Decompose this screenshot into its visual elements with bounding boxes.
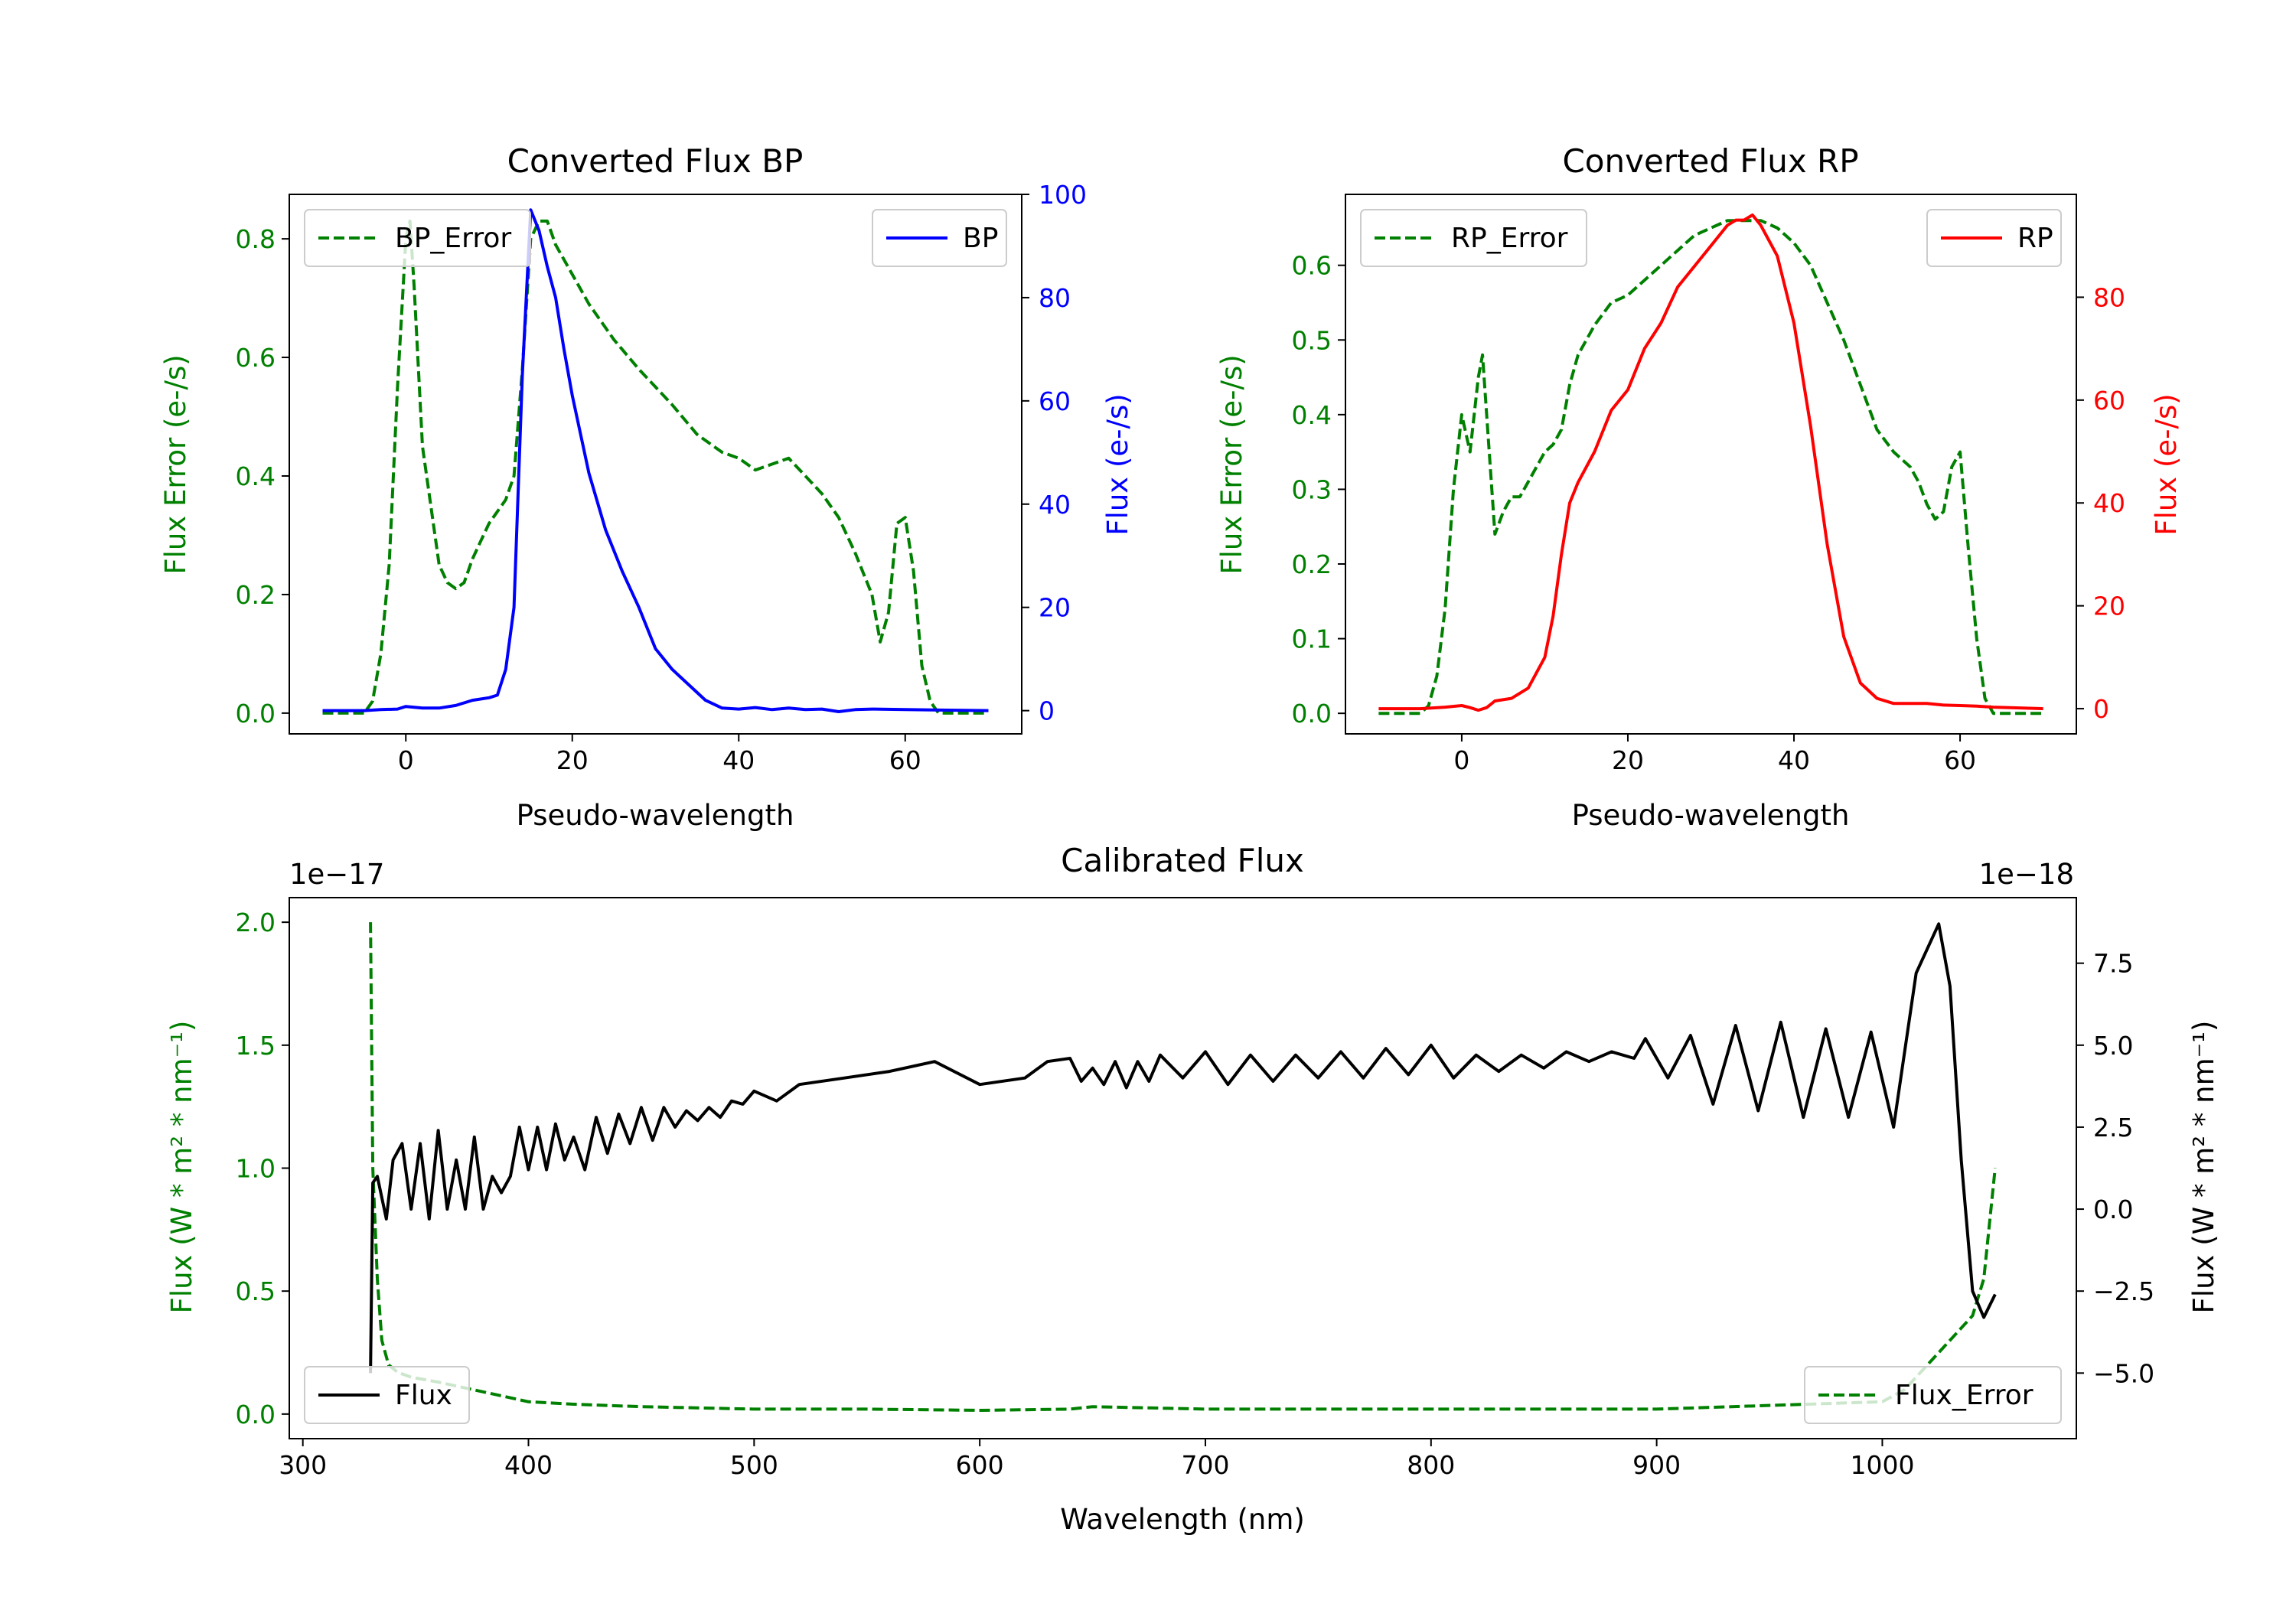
- x-tick-label: 800: [1407, 1450, 1455, 1480]
- right-tick-label: 100: [1039, 180, 1087, 210]
- series-line-bp-error: [322, 219, 989, 715]
- left-tick-label: 0.5: [1292, 325, 1332, 355]
- right-axis-label: Flux (e-/s): [2150, 393, 2183, 535]
- right-tick-label: 2.5: [2093, 1113, 2133, 1143]
- left-tick-label: 0.6: [236, 343, 276, 373]
- left-tick-label: 0.0: [236, 699, 276, 729]
- left-offset-text: 1e−17: [289, 858, 384, 891]
- left-tick-label: 0.0: [1292, 699, 1332, 729]
- right-tick-label: 80: [1039, 283, 1071, 313]
- x-tick-label: 0: [398, 745, 414, 775]
- right-tick-label: 60: [1039, 386, 1071, 416]
- chart-title: Converted Flux BP: [507, 142, 804, 180]
- x-tick-label: 40: [1778, 745, 1810, 775]
- left-tick-label: 0.2: [1292, 549, 1332, 579]
- left-tick-label: 1.5: [236, 1031, 276, 1061]
- chart-calibrated: Calibrated Flux Wavelength (nm) Flux (W …: [165, 842, 2220, 1536]
- left-tick-label: 0.0: [236, 1400, 276, 1429]
- x-tick-label: 500: [730, 1450, 778, 1480]
- right-tick-label: −5.0: [2093, 1358, 2154, 1388]
- legend-label: BP: [963, 223, 998, 254]
- right-tick-label: 5.0: [2093, 1031, 2133, 1061]
- series-line-bp: [322, 208, 989, 713]
- x-tick-label: 20: [1612, 745, 1644, 775]
- legend: RP: [1926, 209, 2062, 267]
- left-tick-label: 0.2: [236, 580, 276, 610]
- legend-box: [304, 1366, 470, 1424]
- x-tick-label: 60: [889, 745, 921, 775]
- left-axis-label: Flux Error (e-/s): [159, 354, 192, 574]
- left-axis-label: Flux (W * m² * nm⁻¹): [165, 1021, 198, 1314]
- chart-rp: Converted Flux RP Pseudo-wavelength Flux…: [1215, 142, 2183, 832]
- plot-frame: [289, 194, 1022, 735]
- x-axis-label: Wavelength (nm): [1060, 1503, 1305, 1536]
- legend: Flux: [304, 1366, 470, 1424]
- x-tick-label: 0: [1453, 745, 1469, 775]
- x-tick-label: 900: [1632, 1450, 1681, 1480]
- x-axis-label: Pseudo-wavelength: [1572, 799, 1850, 832]
- right-tick-label: 20: [2093, 592, 2125, 621]
- right-tick-label: 40: [2093, 488, 2125, 518]
- legend-label: RP_Error: [1451, 223, 1568, 254]
- series-line-rp-error: [1378, 219, 2043, 715]
- legend: Flux_Error: [1804, 1366, 2062, 1424]
- right-tick-label: 20: [1039, 593, 1071, 623]
- x-tick-label: 40: [722, 745, 755, 775]
- right-axis-label: Flux (W * m² * nm⁻¹): [2187, 1021, 2220, 1314]
- plot-frame: [1345, 194, 2077, 735]
- legend-label: Flux: [395, 1380, 452, 1411]
- series-line-flux: [369, 922, 1997, 1374]
- left-tick-label: 0.5: [236, 1276, 276, 1306]
- x-tick-label: 300: [279, 1450, 327, 1480]
- chart-title: Calibrated Flux: [1061, 842, 1304, 879]
- left-axis-label: Flux Error (e-/s): [1215, 354, 1248, 574]
- right-tick-label: 60: [2093, 386, 2125, 416]
- left-tick-label: 0.8: [236, 224, 276, 254]
- x-tick-label: 60: [1944, 745, 1976, 775]
- legend-box: [304, 209, 531, 267]
- legend-label: Flux_Error: [1895, 1380, 2033, 1411]
- left-tick-label: 1.0: [236, 1154, 276, 1184]
- legend: BP_Error: [304, 209, 531, 267]
- x-tick-label: 20: [556, 745, 589, 775]
- legend: RP_Error: [1360, 209, 1587, 267]
- x-tick-label: 600: [956, 1450, 1004, 1480]
- right-tick-label: 40: [1039, 490, 1071, 520]
- left-tick-label: 0.3: [1292, 474, 1332, 504]
- right-tick-label: −2.5: [2093, 1276, 2154, 1306]
- legend: BP: [872, 209, 1007, 267]
- legend-label: BP_Error: [395, 223, 511, 254]
- right-axis-label: Flux (e-/s): [1101, 393, 1134, 535]
- x-tick-label: 400: [504, 1450, 553, 1480]
- left-tick-label: 2.0: [236, 908, 276, 937]
- chart-title: Converted Flux RP: [1562, 142, 1858, 180]
- right-tick-label: 0.0: [2093, 1195, 2133, 1224]
- series-line-rp: [1378, 213, 2043, 712]
- chart-bp: Converted Flux BP Pseudo-wavelength Flux…: [159, 142, 1134, 832]
- x-axis-label: Pseudo-wavelength: [517, 799, 794, 832]
- left-tick-label: 0.6: [1292, 251, 1332, 281]
- right-tick-label: 80: [2093, 282, 2125, 312]
- legend-label: RP: [2017, 223, 2053, 254]
- left-tick-label: 0.4: [1292, 400, 1332, 430]
- x-tick-label: 1000: [1850, 1450, 1914, 1480]
- legend-box: [1804, 1366, 2062, 1424]
- left-tick-label: 0.1: [1292, 624, 1332, 654]
- right-tick-label: 0: [1039, 696, 1055, 726]
- right-offset-text: 1e−18: [1979, 858, 2074, 891]
- right-tick-label: 0: [2093, 694, 2109, 724]
- right-tick-label: 7.5: [2093, 949, 2133, 979]
- legend-box: [1360, 209, 1587, 267]
- x-tick-label: 700: [1181, 1450, 1229, 1480]
- left-tick-label: 0.4: [236, 461, 276, 491]
